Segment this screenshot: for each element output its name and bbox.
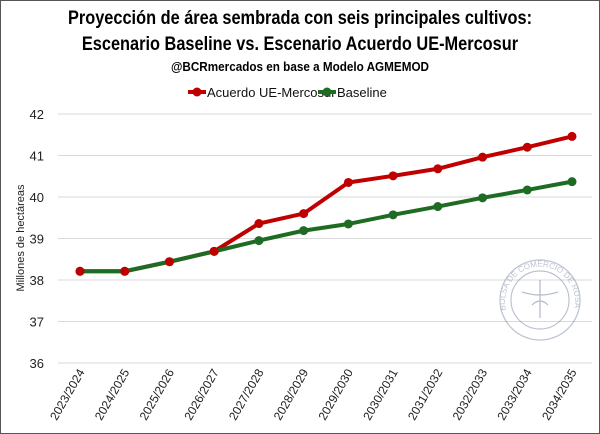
data-point	[567, 131, 577, 141]
data-point	[388, 210, 398, 220]
x-tick-label: 2030/2031	[360, 366, 401, 422]
data-point	[522, 185, 532, 195]
data-point	[209, 246, 219, 256]
y-tick-label: 42	[30, 107, 44, 122]
y-axis-label: Millones de hectáreas	[15, 184, 27, 292]
data-point	[433, 202, 443, 212]
x-tick-label: 2031/2032	[405, 366, 446, 422]
legend-label: Acuerdo UE-Mercosur	[207, 85, 336, 100]
data-point	[343, 219, 353, 229]
y-tick-label: 36	[30, 356, 44, 371]
legend-label: Baseline	[337, 85, 387, 100]
x-tick-label: 2024/2025	[92, 366, 133, 422]
data-point	[478, 152, 488, 162]
x-tick-label: 2032/2033	[450, 366, 491, 422]
x-tick-label: 2033/2034	[494, 366, 535, 422]
seal-ring	[510, 270, 570, 330]
series-line-baseline	[80, 179, 573, 274]
x-tick-label: 2028/2029	[271, 366, 312, 422]
data-point	[388, 171, 398, 181]
data-point	[299, 226, 309, 236]
data-point	[254, 236, 264, 246]
y-tick-label: 41	[30, 149, 44, 164]
data-point	[522, 142, 532, 152]
data-point	[433, 164, 443, 174]
legend-marker	[322, 87, 332, 97]
x-tick-label: 2023/2024	[47, 366, 88, 422]
series-line-acuerdo	[80, 134, 573, 274]
data-point	[120, 266, 130, 276]
data-point	[164, 257, 174, 267]
y-tick-label: 40	[30, 190, 44, 205]
data-point	[567, 177, 577, 187]
chart-title-line2: Escenario Baseline vs. Escenario Acuerdo…	[81, 34, 519, 55]
seal-ring	[499, 259, 581, 341]
data-point	[299, 209, 309, 219]
y-tick-label: 38	[30, 273, 44, 288]
legend-marker	[192, 87, 202, 97]
chart-title: Proyección de área sembrada con seis pri…	[67, 8, 533, 29]
data-point	[75, 266, 85, 276]
x-tick-label: 2027/2028	[226, 366, 267, 422]
x-tick-label: 2026/2027	[181, 366, 222, 422]
data-point	[478, 193, 488, 203]
watermark-seal: BOLSA DE COMERCIO DE ROSARIO	[0, 0, 582, 341]
y-tick-label: 37	[30, 315, 44, 330]
data-point	[254, 219, 264, 229]
y-tick-label: 39	[30, 232, 44, 247]
caduceus-icon	[521, 280, 559, 318]
chart-subtitle: @BCRmercados en base a Modelo AGMEMOD	[170, 59, 430, 74]
x-tick-label: 2029/2030	[315, 366, 356, 422]
data-point	[343, 177, 353, 187]
x-tick-label: 2025/2026	[137, 366, 178, 422]
x-tick-label: 2034/2035	[539, 366, 580, 422]
